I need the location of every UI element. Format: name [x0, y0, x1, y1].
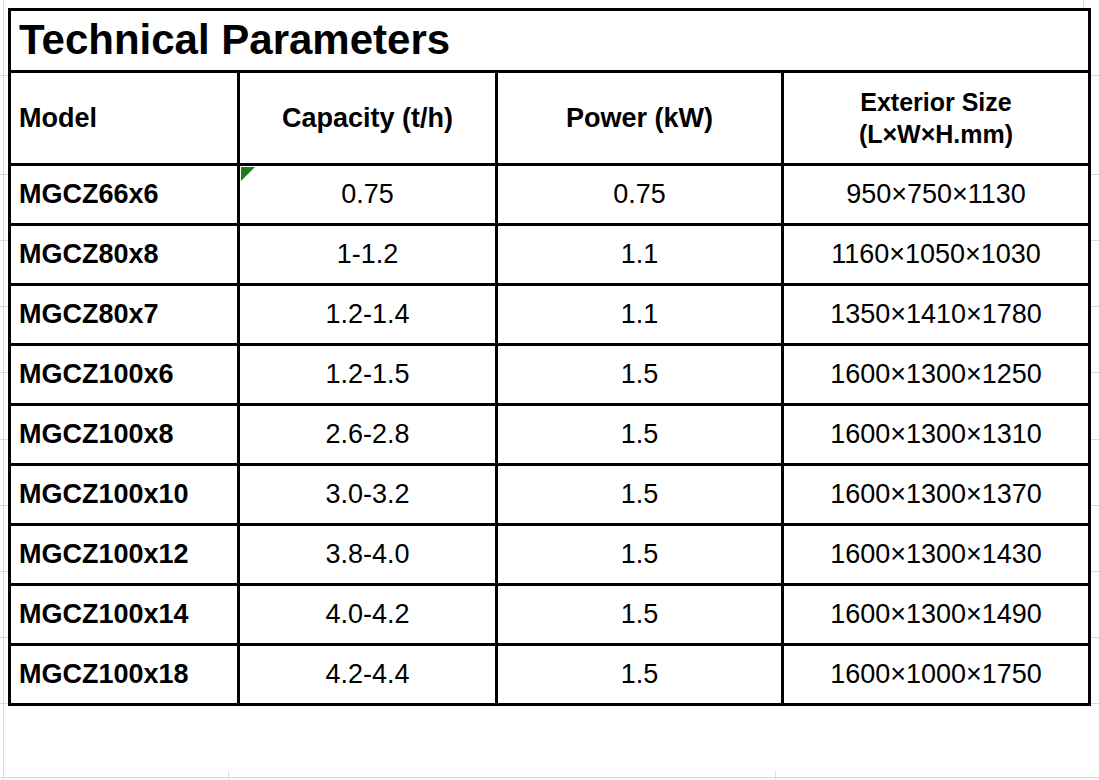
cell-capacity[interactable]: 4.0-4.2 [239, 585, 497, 645]
column-header-capacity[interactable]: Capacity (t/h) [239, 72, 497, 165]
cell-capacity-value: 4.0-4.2 [325, 599, 409, 629]
column-header-exterior-size[interactable]: Exterior Size (L×W×H.mm) [783, 72, 1090, 165]
table-row: MGCZ66x6 0.75 0.75 950×750×1130 [10, 165, 1090, 225]
cell-capacity-value: 3.8-4.0 [325, 539, 409, 569]
cell-capacity[interactable]: 1.2-1.4 [239, 285, 497, 345]
cell-capacity[interactable]: 1-1.2 [239, 225, 497, 285]
cell-model[interactable]: MGCZ80x8 [10, 225, 239, 285]
column-header-power[interactable]: Power (kW) [497, 72, 783, 165]
cell-power[interactable]: 1.5 [497, 585, 783, 645]
table-title-row: Technical Parameters [10, 10, 1090, 72]
cell-exterior-size[interactable]: 1600×1000×1750 [783, 645, 1090, 705]
column-header-model[interactable]: Model [10, 72, 239, 165]
cell-exterior-size[interactable]: 1600×1300×1310 [783, 405, 1090, 465]
cell-model[interactable]: MGCZ100x14 [10, 585, 239, 645]
cell-capacity[interactable]: 0.75 [239, 165, 497, 225]
cell-exterior-size[interactable]: 1600×1300×1370 [783, 465, 1090, 525]
cell-exterior-size[interactable]: 1600×1300×1430 [783, 525, 1090, 585]
cell-power[interactable]: 1.1 [497, 225, 783, 285]
table-row: MGCZ100x6 1.2-1.5 1.5 1600×1300×1250 [10, 345, 1090, 405]
cell-power[interactable]: 1.5 [497, 525, 783, 585]
table-header-row: Model Capacity (t/h) Power (kW) Exterior… [10, 72, 1090, 165]
cell-capacity[interactable]: 1.2-1.5 [239, 345, 497, 405]
cell-model[interactable]: MGCZ100x10 [10, 465, 239, 525]
cell-capacity[interactable]: 3.0-3.2 [239, 465, 497, 525]
table-row: MGCZ100x14 4.0-4.2 1.5 1600×1300×1490 [10, 585, 1090, 645]
cell-capacity[interactable]: 2.6-2.8 [239, 405, 497, 465]
cell-model[interactable]: MGCZ100x6 [10, 345, 239, 405]
column-header-exterior-size-line2: (L×W×H.mm) [859, 120, 1013, 148]
spreadsheet-view: Technical Parameters Model Capacity (t/h… [0, 0, 1099, 780]
cell-capacity-value: 1-1.2 [337, 239, 399, 269]
sheet-gridline [0, 777, 1099, 778]
cell-capacity-value: 1.2-1.4 [325, 299, 409, 329]
cell-power[interactable]: 1.5 [497, 345, 783, 405]
cell-model[interactable]: MGCZ100x12 [10, 525, 239, 585]
table-row: MGCZ80x7 1.2-1.4 1.1 1350×1410×1780 [10, 285, 1090, 345]
cell-model[interactable]: MGCZ80x7 [10, 285, 239, 345]
cell-capacity[interactable]: 3.8-4.0 [239, 525, 497, 585]
cell-capacity-value: 4.2-4.4 [325, 659, 409, 689]
table-row: MGCZ100x10 3.0-3.2 1.5 1600×1300×1370 [10, 465, 1090, 525]
table-body: Technical Parameters Model Capacity (t/h… [10, 10, 1090, 705]
cell-capacity-value: 3.0-3.2 [325, 479, 409, 509]
table-row: MGCZ100x18 4.2-4.4 1.5 1600×1000×1750 [10, 645, 1090, 705]
cell-power[interactable]: 1.5 [497, 465, 783, 525]
cell-exterior-size[interactable]: 1350×1410×1780 [783, 285, 1090, 345]
cell-power[interactable]: 1.5 [497, 645, 783, 705]
cell-model[interactable]: MGCZ66x6 [10, 165, 239, 225]
cell-model[interactable]: MGCZ100x8 [10, 405, 239, 465]
table-row: MGCZ80x8 1-1.2 1.1 1160×1050×1030 [10, 225, 1090, 285]
technical-parameters-table: Technical Parameters Model Capacity (t/h… [8, 8, 1091, 706]
table-row: MGCZ100x8 2.6-2.8 1.5 1600×1300×1310 [10, 405, 1090, 465]
cell-capacity[interactable]: 4.2-4.4 [239, 645, 497, 705]
cell-model[interactable]: MGCZ100x18 [10, 645, 239, 705]
cell-capacity-value: 0.75 [341, 179, 394, 209]
number-stored-as-text-indicator-icon [241, 167, 255, 181]
column-header-exterior-size-line1: Exterior Size [860, 88, 1011, 116]
cell-exterior-size[interactable]: 1160×1050×1030 [783, 225, 1090, 285]
cell-capacity-value: 2.6-2.8 [325, 419, 409, 449]
table-row: MGCZ100x12 3.8-4.0 1.5 1600×1300×1430 [10, 525, 1090, 585]
cell-power[interactable]: 1.1 [497, 285, 783, 345]
sheet-gridline [3, 0, 4, 780]
cell-exterior-size[interactable]: 1600×1300×1250 [783, 345, 1090, 405]
sheet-gridline [775, 771, 776, 780]
sheet-gridline [228, 771, 229, 780]
cell-exterior-size[interactable]: 1600×1300×1490 [783, 585, 1090, 645]
cell-capacity-value: 1.2-1.5 [325, 359, 409, 389]
table-title[interactable]: Technical Parameters [10, 10, 1090, 72]
cell-power[interactable]: 1.5 [497, 405, 783, 465]
cell-power[interactable]: 0.75 [497, 165, 783, 225]
cell-exterior-size[interactable]: 950×750×1130 [783, 165, 1090, 225]
